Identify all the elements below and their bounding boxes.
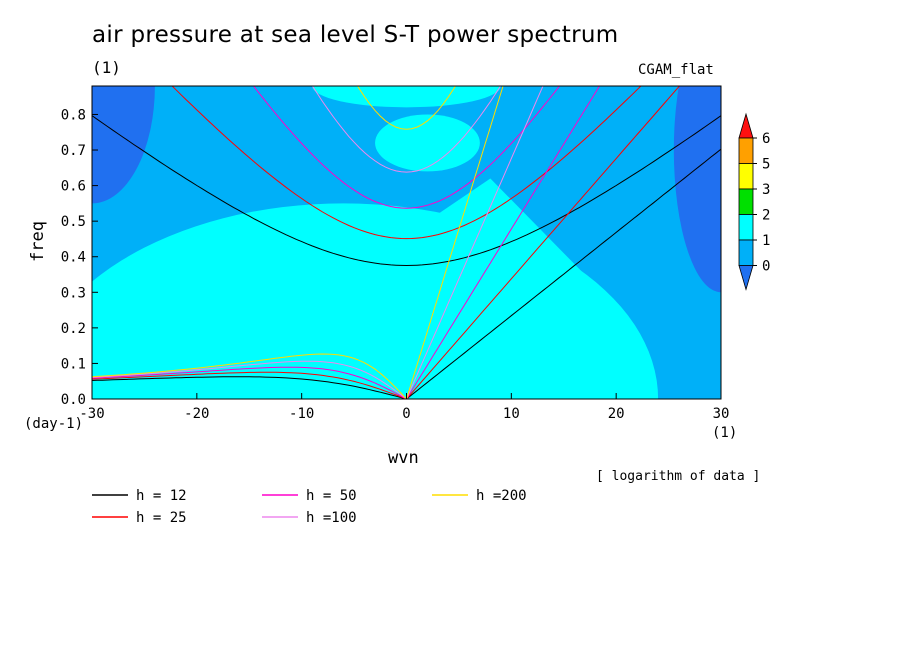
- colorbar-segment: [738, 239, 754, 266]
- contour-region-upper-patch: [375, 114, 480, 172]
- y-axis: 0.0 0.1 0.2 0.3 0.4 0.5 0.6 0.7 0.8: [61, 107, 98, 408]
- dispersion-curves: [92, 86, 721, 399]
- colorbar-segment: [738, 188, 754, 215]
- kelvin-curve-2: [406, 86, 681, 399]
- colorbar-label: 6: [762, 131, 770, 147]
- rossby-curve-1: [92, 376, 407, 399]
- y-tick-label: 0.8: [61, 107, 86, 123]
- x-tick-label: 20: [608, 406, 625, 422]
- x-tick-label: 10: [503, 406, 520, 422]
- rossby-curve-3: [92, 366, 407, 399]
- gravity-curve-5: [357, 86, 456, 130]
- y-axis-units: (day-1): [24, 416, 84, 432]
- legend: h = 12 h = 25 h = 50 h =100 h =200: [92, 488, 527, 526]
- gravity-curve-4: [311, 86, 502, 173]
- rossby-curve-2: [92, 371, 407, 399]
- colorbar: 6 5 3 2 1 0: [738, 112, 770, 291]
- contour-fill: [92, 86, 721, 399]
- x-tick-label: 0: [402, 406, 410, 422]
- colorbar-label: 3: [762, 182, 770, 198]
- kelvin-curve-1: [406, 148, 721, 399]
- legend-label: h = 25: [136, 510, 187, 526]
- rossby-curve-5: [92, 353, 407, 399]
- x-axis-units: (1): [712, 425, 738, 441]
- rossby-curve-4: [92, 360, 407, 399]
- contour-region-top-patch: [312, 86, 501, 108]
- colorbar-bottom-arrow: [738, 265, 754, 291]
- gravity-curve-2: [171, 86, 642, 240]
- gravity-curve-3: [252, 86, 561, 209]
- y-tick-label: 0.4: [61, 250, 86, 266]
- y-tick-label: 0.0: [61, 392, 86, 408]
- legend-label: h = 50: [306, 488, 357, 504]
- x-tick-label: -30: [79, 406, 104, 422]
- legend-label: h = 12: [136, 488, 187, 504]
- x-axis-label: wvn: [388, 448, 419, 468]
- kelvin-curve-4: [406, 86, 544, 399]
- kelvin-curve-3: [406, 86, 601, 399]
- x-tick-label: -10: [289, 406, 314, 422]
- colorbar-label: 5: [762, 157, 770, 173]
- colorbar-top-arrow: [738, 112, 754, 139]
- x-axis: -30 -20 -10 0 10 20 30: [79, 393, 729, 422]
- y-tick-label: 0.2: [61, 321, 86, 337]
- contour-region-low-left: [92, 86, 155, 204]
- contour-region-low-right: [673, 86, 721, 293]
- chart-title: air pressure at sea level S-T power spec…: [92, 22, 619, 48]
- y-tick-label: 0.5: [61, 214, 86, 230]
- y-tick-label: 0.3: [61, 285, 86, 301]
- legend-label: h =200: [476, 488, 527, 504]
- chart-subtitle: (1): [92, 58, 121, 77]
- colorbar-label: 2: [762, 208, 770, 224]
- colorbar-segment: [738, 214, 754, 241]
- legend-label: h =100: [306, 510, 357, 526]
- colorbar-label: 1: [762, 233, 770, 249]
- log-note: [ logarithm of data ]: [596, 469, 761, 484]
- y-tick-label: 0.7: [61, 143, 86, 159]
- x-tick-label: 30: [713, 406, 730, 422]
- colorbar-segment: [738, 137, 754, 164]
- colorbar-segment: [738, 163, 754, 190]
- gravity-curve-1: [92, 115, 721, 267]
- model-label: CGAM_flat: [638, 62, 714, 78]
- y-tick-label: 0.1: [61, 356, 86, 372]
- colorbar-label: 0: [762, 259, 770, 275]
- x-tick-label: -20: [184, 406, 209, 422]
- kelvin-curve-5: [406, 86, 504, 399]
- y-tick-label: 0.6: [61, 179, 86, 195]
- contour-region-5: [92, 203, 659, 399]
